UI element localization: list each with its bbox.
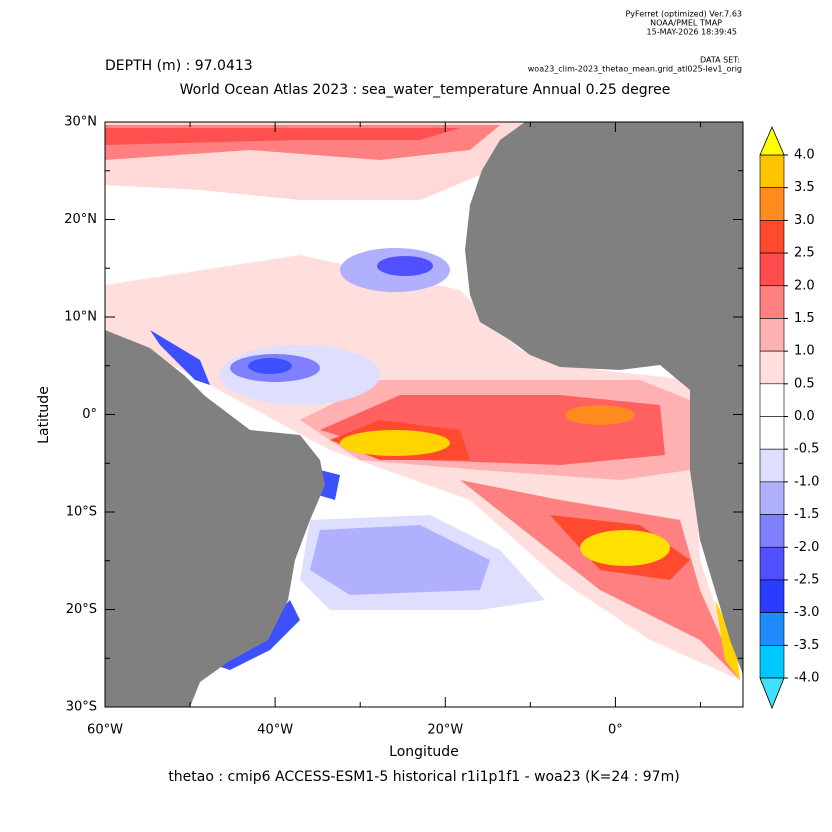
x-axis-label: Longitude (389, 744, 459, 760)
footer: thetao : cmip6 ACCESS-ESM1-5 historical … (168, 769, 679, 785)
colorbar-label: 3.0 (794, 213, 815, 228)
colorbar-over (759, 125, 785, 156)
dataset: woa23_clim-2023_thetao_mean.grid_atl025-… (528, 65, 742, 74)
colorbar-label: 1.0 (794, 344, 815, 359)
colorbar-swatch (759, 579, 785, 613)
colorbar-swatch (759, 416, 785, 450)
field (105, 122, 743, 707)
colorbar-swatch (759, 154, 785, 188)
colorbar-label: -2.5 (794, 572, 819, 587)
chart-title: World Ocean Atlas 2023 : sea_water_tempe… (180, 82, 671, 98)
colorbar-label: -4.0 (794, 671, 819, 686)
colorbar-swatch (759, 318, 785, 352)
x-tick-label: 40°W (257, 723, 293, 738)
colorbar-label: 3.5 (794, 180, 815, 195)
colorbar-label: 4.0 (794, 148, 815, 163)
colorbar-swatch (759, 187, 785, 221)
colorbar-swatch (759, 220, 785, 254)
colorbar-swatch (759, 514, 785, 548)
colorbar-swatch (759, 252, 785, 287)
organization: NOAA/PMEL TMAP (650, 19, 722, 28)
x-tick-label: 20°W (427, 723, 463, 738)
y-tick-label: 30°S (66, 700, 97, 715)
y-tick-label: 20°S (66, 602, 97, 617)
colorbar-under (759, 677, 785, 710)
colorbar-label: -1.0 (794, 474, 819, 489)
y-axis-label: Latitude (36, 386, 52, 444)
colorbar-swatch (759, 350, 785, 385)
colorbar-label: 1.5 (794, 311, 815, 326)
land (465, 122, 743, 675)
y-tick-label: 10°N (64, 310, 97, 325)
depth-label: DEPTH (m) : 97.0413 (105, 58, 253, 74)
y-tick-label: 20°N (64, 212, 97, 227)
colorbar-label: -3.0 (794, 605, 819, 620)
colorbar-swatch (759, 645, 785, 679)
colorbar-label: -1.5 (794, 507, 819, 522)
x-tick-label: 0° (608, 723, 623, 738)
date: 15-MAY-2026 18:39:45 (647, 28, 737, 37)
colorbar-label: 2.5 (794, 246, 815, 261)
dataset-label: DATA SET: (700, 56, 740, 65)
colorbar-swatch (759, 285, 785, 319)
colorbar-swatch (759, 383, 785, 417)
colorbar-label: -3.5 (794, 638, 819, 653)
x-tick-label: 60°W (87, 723, 123, 738)
colorbar-swatch (759, 481, 785, 515)
colorbar-swatch (759, 448, 785, 483)
program: PyFerret (optimized) Ver.7.63 (625, 10, 742, 19)
land (105, 330, 325, 707)
colorbar-swatch (759, 546, 785, 581)
colorbar-label: -2.0 (794, 540, 819, 555)
colorbar-label: -0.5 (794, 442, 819, 457)
y-tick-label: 10°S (66, 505, 97, 520)
colorbar-label: 2.0 (794, 278, 815, 293)
y-tick-label: 30°N (64, 115, 97, 130)
colorbar-label: 0.0 (794, 409, 815, 424)
colorbar-swatch (759, 612, 785, 646)
y-tick-label: 0° (82, 407, 97, 422)
colorbar-label: 0.5 (794, 376, 815, 391)
